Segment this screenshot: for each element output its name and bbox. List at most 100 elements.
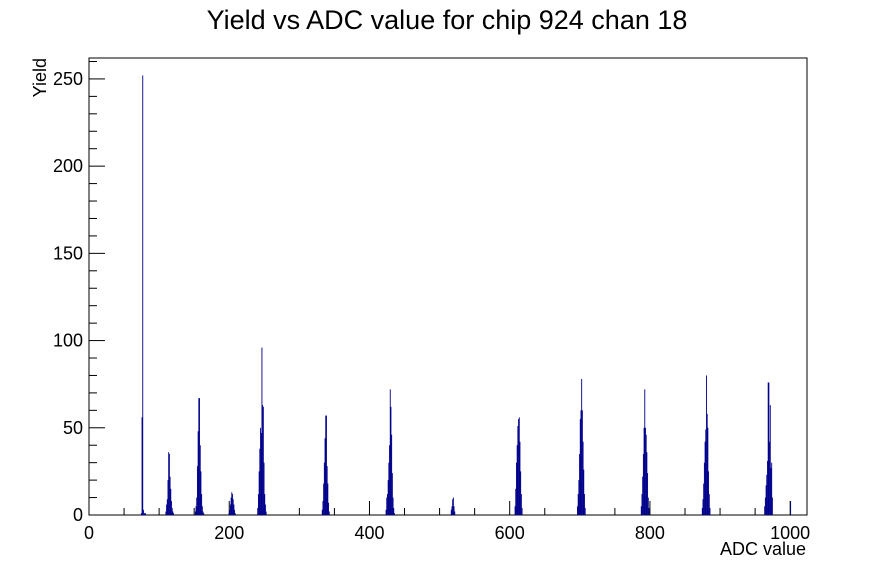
histogram-bin <box>644 389 646 515</box>
histogram-bin <box>771 462 773 515</box>
histogram-bin <box>389 389 391 515</box>
histogram-bin <box>169 476 171 515</box>
histogram-bin <box>648 508 650 515</box>
histogram-bin <box>232 499 234 515</box>
histogram-bin <box>707 427 709 515</box>
histogram-bin <box>265 511 267 515</box>
histogram-bin <box>323 483 325 515</box>
histogram-bin <box>391 473 393 515</box>
histogram-bin <box>519 441 521 515</box>
histogram-bin <box>647 473 649 515</box>
histogram-bin <box>197 431 199 515</box>
histogram-bin <box>200 471 202 515</box>
histogram-bin <box>264 494 266 515</box>
histogram-bin <box>323 462 325 515</box>
histogram-bin <box>231 492 233 515</box>
x-tick-label: 200 <box>214 523 244 543</box>
histogram-bin <box>142 509 144 515</box>
y-tick-label: 150 <box>53 243 83 263</box>
histogram-bin <box>260 427 261 515</box>
histogram-bin <box>388 462 390 515</box>
histogram-bin <box>584 508 586 515</box>
histogram-bin <box>173 513 175 515</box>
histogram-bin <box>143 513 145 515</box>
histogram-bin <box>145 513 146 515</box>
histogram-bin <box>516 445 518 515</box>
histogram-bin <box>261 347 263 515</box>
histogram-bin <box>233 504 235 515</box>
histogram-bin <box>702 499 704 515</box>
histogram-bin <box>263 462 265 515</box>
y-tick-label: 100 <box>53 331 83 351</box>
histogram-bin <box>391 434 393 515</box>
histogram-bin <box>168 452 170 515</box>
y-tick-label: 250 <box>53 69 83 89</box>
histogram-bin <box>642 453 644 515</box>
y-axis: 0 50 100 150 200 250 <box>53 60 105 525</box>
histogram-bin <box>709 508 711 515</box>
histogram-bin <box>325 415 327 515</box>
histogram-bin <box>577 494 579 515</box>
histogram-bin <box>257 494 259 515</box>
histogram-bin <box>582 441 584 515</box>
histogram-bin <box>228 513 230 515</box>
x-tick-label: 800 <box>635 523 665 543</box>
histogram-bin <box>515 488 517 515</box>
histogram-bin <box>703 462 705 515</box>
histogram-bin <box>521 508 523 515</box>
histogram-bin <box>450 509 452 515</box>
histogram-bin <box>580 410 582 515</box>
histogram-bin <box>262 405 264 515</box>
histogram-bin <box>170 488 172 515</box>
histogram-bin <box>201 494 203 515</box>
histogram-bin <box>708 471 710 515</box>
histogram-bin <box>230 497 232 515</box>
histogram-bin <box>257 508 259 515</box>
histogram-bin <box>142 75 144 515</box>
histogram-bin <box>199 398 200 515</box>
histogram-bin <box>771 497 773 515</box>
histogram-bin <box>520 494 522 515</box>
histogram-bin <box>262 406 264 515</box>
histogram-bin <box>166 499 168 515</box>
histogram-bin <box>790 501 792 515</box>
histogram-bin <box>647 497 649 515</box>
y-tick-label: 50 <box>63 418 83 438</box>
x-tick-label: 0 <box>84 523 94 543</box>
histogram-bin <box>171 501 172 515</box>
histogram-bin <box>645 427 646 515</box>
histogram-bin <box>196 466 198 515</box>
histogram-bin <box>518 417 520 515</box>
histogram-bin <box>234 513 236 515</box>
histogram-bin <box>198 398 200 515</box>
histogram-bin <box>646 452 648 515</box>
histogram-bin <box>770 467 772 515</box>
histogram-bin <box>704 441 706 515</box>
x-tick-label: 400 <box>354 523 384 543</box>
histogram-bin <box>581 410 583 515</box>
histogram-bin <box>703 483 705 515</box>
histogram-bin <box>706 375 707 515</box>
histogram-bin <box>196 497 198 515</box>
histogram-bin <box>389 445 390 515</box>
histogram-bin <box>518 419 520 515</box>
histogram-bin <box>767 460 768 515</box>
histogram-bin <box>321 509 323 515</box>
histogram-bin <box>202 511 204 515</box>
histogram-bin <box>385 509 387 515</box>
histogram-bin <box>452 499 454 515</box>
histogram-bin <box>387 494 388 515</box>
histogram-bin <box>451 506 453 515</box>
histogram-bin <box>201 506 203 515</box>
histogram-bin <box>327 483 329 515</box>
histogram-bin <box>769 441 771 515</box>
histogram-bin <box>394 513 395 515</box>
plot-frame <box>88 57 808 516</box>
histogram-bars <box>140 75 792 515</box>
histogram-bin <box>640 506 642 515</box>
histogram-bin <box>766 474 768 515</box>
histogram-bin <box>234 509 236 515</box>
chart-title: Yield vs ADC value for chip 924 chan 18 <box>207 5 688 35</box>
histogram-bin <box>517 426 519 515</box>
